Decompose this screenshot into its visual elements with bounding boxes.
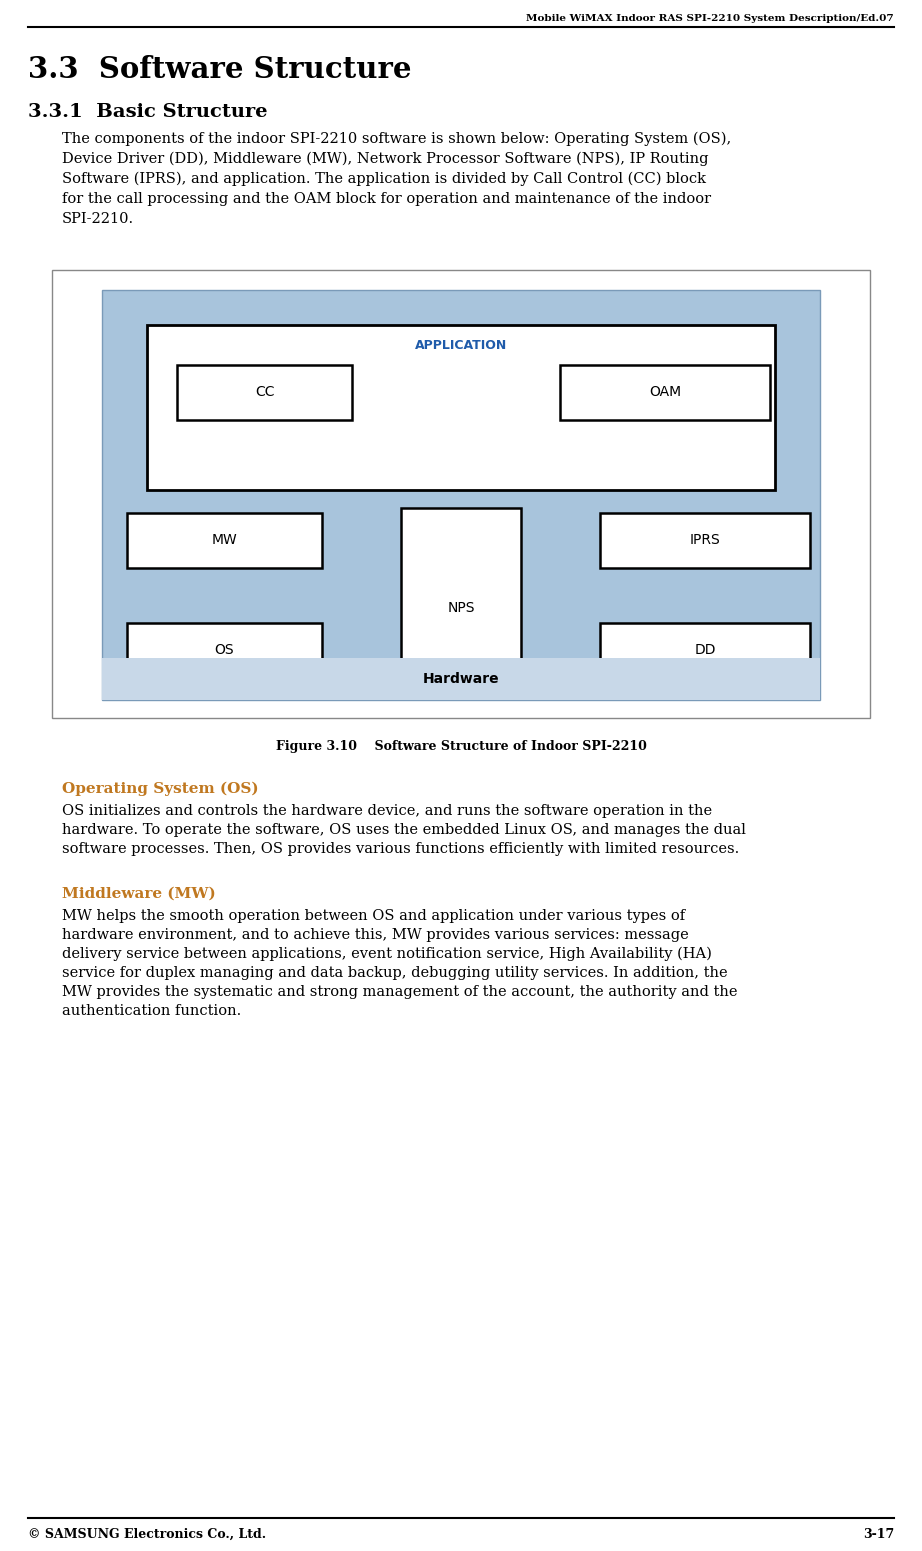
Text: MW provides the systematic and strong management of the account, the authority a: MW provides the systematic and strong ma… xyxy=(62,985,738,999)
Text: CC: CC xyxy=(254,386,274,400)
Text: The components of the indoor SPI-2210 software is shown below: Operating System : The components of the indoor SPI-2210 so… xyxy=(62,132,731,146)
Bar xyxy=(147,326,775,490)
Bar xyxy=(102,290,820,700)
Text: SPI-2210.: SPI-2210. xyxy=(62,212,134,226)
Text: APPLICATION: APPLICATION xyxy=(415,340,507,352)
Text: DD: DD xyxy=(694,644,715,658)
Bar xyxy=(177,364,352,420)
Text: Operating System (OS): Operating System (OS) xyxy=(62,782,259,796)
Bar xyxy=(102,658,820,700)
Bar xyxy=(560,364,770,420)
Text: IPRS: IPRS xyxy=(690,534,720,548)
Text: MW: MW xyxy=(212,534,237,548)
Text: OAM: OAM xyxy=(649,386,681,400)
Bar xyxy=(401,509,521,682)
Text: Hardware: Hardware xyxy=(422,672,500,686)
Text: service for duplex managing and data backup, debugging utility services. In addi: service for duplex managing and data bac… xyxy=(62,966,727,980)
Text: Software (IPRS), and application. The application is divided by Call Control (CC: Software (IPRS), and application. The ap… xyxy=(62,172,706,186)
Text: hardware. To operate the software, OS uses the embedded Linux OS, and manages th: hardware. To operate the software, OS us… xyxy=(62,824,746,838)
Text: software processes. Then, OS provides various functions efficiently with limited: software processes. Then, OS provides va… xyxy=(62,842,739,856)
Text: for the call processing and the OAM block for operation and maintenance of the i: for the call processing and the OAM bloc… xyxy=(62,192,711,206)
Text: NPS: NPS xyxy=(447,600,475,614)
Text: delivery service between applications, event notification service, High Availabi: delivery service between applications, e… xyxy=(62,948,712,962)
Bar xyxy=(127,513,322,568)
Text: MW helps the smooth operation between OS and application under various types of: MW helps the smooth operation between OS… xyxy=(62,909,685,923)
Text: authentication function.: authentication function. xyxy=(62,1003,242,1017)
Text: Middleware (MW): Middleware (MW) xyxy=(62,887,216,901)
Text: hardware environment, and to achieve this, MW provides various services: message: hardware environment, and to achieve thi… xyxy=(62,927,689,941)
Text: 3.3.1  Basic Structure: 3.3.1 Basic Structure xyxy=(28,102,267,121)
Text: 3.3  Software Structure: 3.3 Software Structure xyxy=(28,54,411,84)
Text: Device Driver (DD), Middleware (MW), Network Processor Software (NPS), IP Routin: Device Driver (DD), Middleware (MW), Net… xyxy=(62,152,708,166)
Text: 3-17: 3-17 xyxy=(863,1528,894,1542)
Text: OS initializes and controls the hardware device, and runs the software operation: OS initializes and controls the hardware… xyxy=(62,803,712,817)
Text: © SAMSUNG Electronics Co., Ltd.: © SAMSUNG Electronics Co., Ltd. xyxy=(28,1528,266,1542)
Text: Figure 3.10    Software Structure of Indoor SPI-2210: Figure 3.10 Software Structure of Indoor… xyxy=(276,740,646,752)
Text: OS: OS xyxy=(215,644,234,658)
Bar xyxy=(600,624,810,678)
Bar xyxy=(127,624,322,678)
Text: Mobile WiMAX Indoor RAS SPI-2210 System Description/Ed.07: Mobile WiMAX Indoor RAS SPI-2210 System … xyxy=(526,14,894,23)
Bar xyxy=(600,513,810,568)
Bar xyxy=(52,270,870,718)
